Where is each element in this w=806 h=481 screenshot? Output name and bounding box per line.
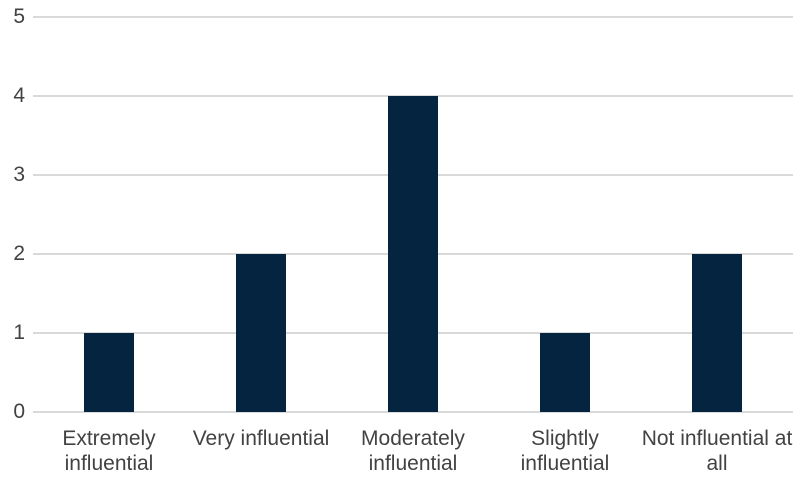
bar xyxy=(236,254,286,412)
gridline xyxy=(33,16,793,18)
y-axis-tick-label: 1 xyxy=(13,321,25,344)
x-axis-category-label-line: influential xyxy=(64,452,154,475)
x-axis-category-label: Extremely influential xyxy=(30,426,188,476)
x-axis-category-label-line: influential xyxy=(520,452,610,475)
x-axis-category-label-line: Extremely xyxy=(62,427,156,450)
bar xyxy=(84,333,134,412)
y-axis-tick-label: 3 xyxy=(13,163,25,186)
bar xyxy=(692,254,742,412)
bar xyxy=(388,96,438,412)
x-axis-category-label-line: Not influential at xyxy=(641,427,793,450)
y-axis-tick-label: 4 xyxy=(13,84,25,107)
x-axis-category-label-line: Slightly xyxy=(531,427,599,450)
x-axis-category-label: Very influential xyxy=(182,426,340,451)
x-axis-category-label-line: Moderately xyxy=(361,427,465,450)
plot-area xyxy=(33,16,793,413)
x-axis-category-label: Not influential at all xyxy=(638,426,796,476)
x-axis-category-label-line: influential xyxy=(368,452,458,475)
y-axis-tick-label: 2 xyxy=(13,242,25,265)
x-axis-category-label-line: all xyxy=(706,452,728,475)
bar xyxy=(540,333,590,412)
y-axis-tick-label: 0 xyxy=(13,400,25,423)
x-axis-category-label: Slightly influential xyxy=(486,426,644,476)
x-axis-category-label-line: Very influential xyxy=(192,427,330,450)
x-axis-category-label: Moderately influential xyxy=(334,426,492,476)
gridline xyxy=(33,411,793,413)
y-axis-tick-label: 5 xyxy=(13,5,25,28)
